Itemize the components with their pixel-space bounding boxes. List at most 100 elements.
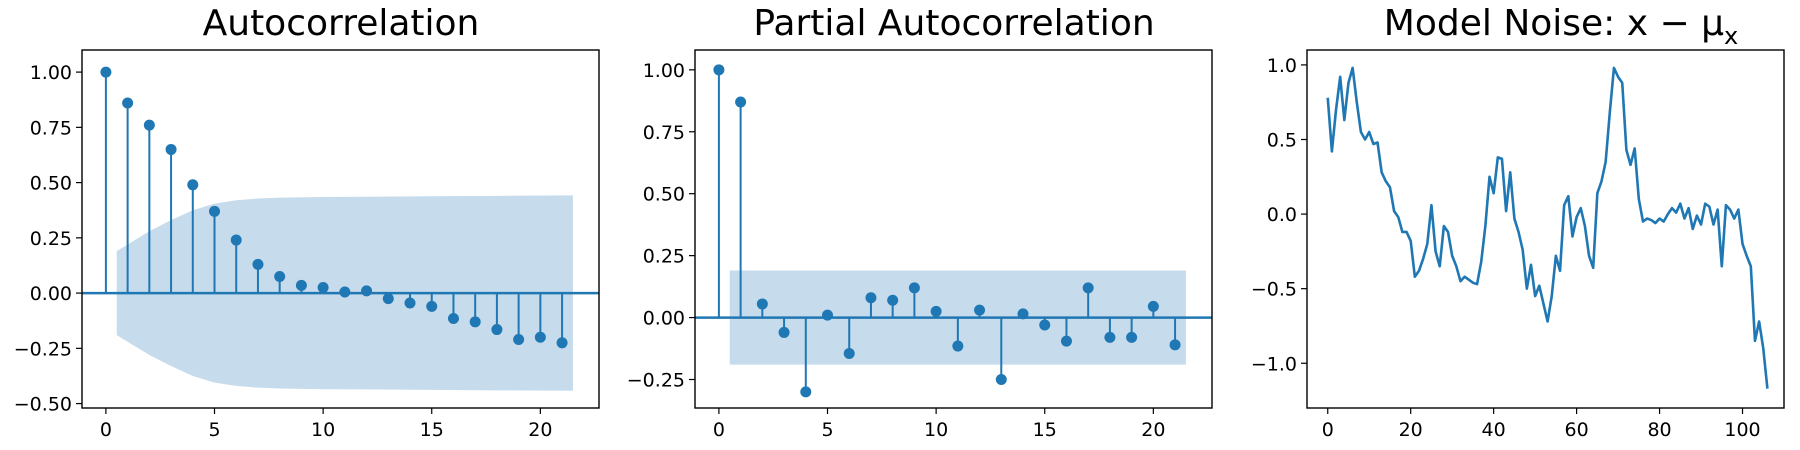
pacf-y-tick-label: 0.25 [643,246,685,268]
acf-stem-marker [165,143,177,155]
acf-stem-marker [100,66,112,78]
acf-stem-marker [426,300,438,312]
pacf-y-tick-label: 0.00 [643,308,685,330]
pacf-y-tick-label: −0.25 [627,370,685,392]
acf-stem-marker [252,258,264,270]
noise-x-tick-label: 60 [1565,419,1589,441]
pacf-x-tick-label: 15 [1033,419,1057,441]
pacf-y-tick-label: 0.75 [643,122,685,144]
pacf-y-ticks: −0.25 0.00 0.25 0.50 0.75 1.00 [627,60,695,392]
acf-stem-marker [230,234,242,246]
noise-panel: Model Noise: x − μx 0 20 40 60 80 100 −1.0 −0.… [1251,3,1785,441]
pacf-x-ticks: 0 5 10 15 20 [713,408,1165,441]
acf-stem-marker [361,285,373,297]
acf-y-tick-label: 1.00 [30,62,72,84]
noise-y-tick-label: 0.5 [1267,130,1297,152]
acf-x-tick-label: 0 [100,419,112,441]
acf-stems [100,66,568,349]
pacf-x-tick-label: 5 [821,419,833,441]
acf-y-tick-label: 0.25 [30,228,72,250]
pacf-title: Partial Autocorrelation [753,3,1154,44]
acf-y-tick-label: 0.50 [30,173,72,195]
noise-x-tick-label: 100 [1724,419,1760,441]
noise-y-ticks: −1.0 −0.5 0.0 0.5 1.0 [1251,55,1307,375]
pacf-x-tick-label: 10 [924,419,948,441]
pacf-x-tick-label: 20 [1141,419,1165,441]
pacf-stem-marker [778,326,790,338]
acf-x-tick-label: 10 [311,419,335,441]
pacf-stem-marker [735,96,747,108]
pacf-stem-marker [1104,331,1116,343]
pacf-stem-marker [952,340,964,352]
acf-stem-marker [143,119,155,131]
acf-stem-marker [382,293,394,305]
acf-x-tick-label: 5 [208,419,220,441]
pacf-stem-marker [887,294,899,306]
acf-stem-marker [491,324,503,336]
pacf-stem-marker [822,309,834,321]
pacf-y-tick-label: 1.00 [643,60,685,82]
noise-x-tick-label: 40 [1482,419,1506,441]
pacf-stem-marker [1169,339,1181,351]
noise-y-tick-label: 0.0 [1267,204,1297,226]
acf-stem-marker [187,179,199,191]
noise-series-line [1326,66,1769,389]
acf-y-tick-label: 0.75 [30,117,72,139]
noise-y-tick-label: 1.0 [1267,55,1297,77]
pacf-stem-marker [843,347,855,359]
noise-title-main: Model Noise: x − μ [1384,3,1724,44]
pacf-stem-marker [974,304,986,316]
acf-y-tick-label: 0.00 [30,283,72,305]
pacf-stem-marker [756,298,768,310]
acf-x-tick-label: 15 [420,419,444,441]
pacf-axes-frame [694,49,1213,409]
acf-y-ticks: −0.50 −0.25 0.00 0.25 0.50 0.75 1.00 [14,62,82,416]
pacf-stem-marker [865,292,877,304]
noise-x-ticks: 0 20 40 60 80 100 [1322,408,1761,441]
acf-stem-marker [556,337,568,349]
pacf-stem-marker [1082,282,1094,294]
noise-title: Model Noise: x − μx [1384,3,1738,50]
acf-x-tick-label: 20 [528,419,552,441]
pacf-stem-marker [1147,300,1159,312]
pacf-stem-marker [1039,319,1051,331]
acf-stem-marker [274,271,286,283]
noise-y-tick-label: −1.0 [1251,353,1297,375]
acf-stem-marker [339,286,351,298]
noise-series-layer [1326,66,1769,389]
acf-y-tick-label: −0.25 [14,338,72,360]
noise-x-tick-label: 0 [1322,419,1334,441]
acf-title: Autocorrelation [203,3,480,44]
noise-axes-frame [1306,49,1785,409]
acf-stem-marker [122,97,134,109]
acf-stem-marker [513,333,525,345]
noise-x-tick-label: 20 [1399,419,1423,441]
acf-y-tick-label: −0.50 [14,394,72,416]
pacf-y-tick-label: 0.50 [643,184,685,206]
pacf-stem-marker [1126,331,1138,343]
pacf-stems [713,64,1181,398]
pacf-stem-marker [930,305,942,317]
noise-title-subscript: x [1724,22,1738,50]
acf-panel: Autocorrelation 0 5 10 15 20 −0.50 −0.25 0.00 0… [14,3,600,441]
pacf-panel: Partial Autocorrelation 0 5 10 15 20 −0.25 0.… [627,3,1213,441]
acf-stem-marker [404,297,416,309]
acf-stem-marker [469,316,481,328]
pacf-stem-marker [995,374,1007,386]
acf-stem-marker [447,313,459,324]
acf-x-ticks: 0 5 10 15 20 [100,408,552,441]
acf-stem-marker [209,205,221,217]
noise-y-tick-label: −0.5 [1251,279,1297,301]
pacf-x-tick-label: 0 [713,419,725,441]
pacf-stem-marker [713,64,725,76]
acf-stem-marker [295,279,307,291]
acf-axes-frame [81,49,600,409]
acf-stem-marker [317,282,329,294]
pacf-stem-marker [1017,308,1029,320]
pacf-stem-marker [800,386,812,398]
acf-stem-marker [534,331,546,343]
pacf-stem-marker [908,282,920,294]
noise-x-tick-label: 80 [1647,419,1671,441]
pacf-stem-marker [1060,335,1072,347]
